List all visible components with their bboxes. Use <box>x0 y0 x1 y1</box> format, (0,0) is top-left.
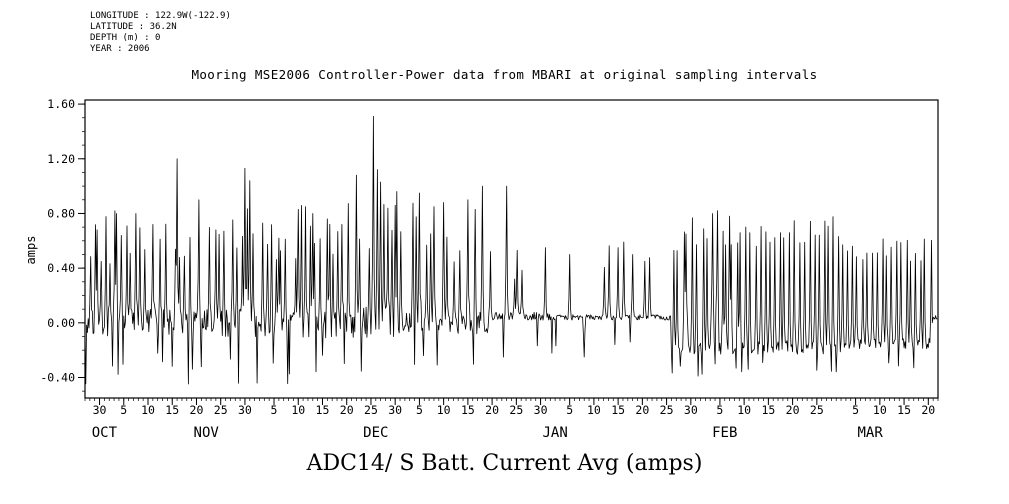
y-axis-major-ticks <box>78 103 85 378</box>
svg-text:25: 25 <box>364 403 378 417</box>
svg-text:25: 25 <box>660 403 674 417</box>
svg-text:20: 20 <box>635 403 649 417</box>
svg-text:20: 20 <box>921 403 935 417</box>
svg-text:OCT: OCT <box>92 425 118 441</box>
svg-text:30: 30 <box>93 403 107 417</box>
svg-text:FEB: FEB <box>712 425 737 441</box>
svg-text:25: 25 <box>810 403 824 417</box>
svg-text:30: 30 <box>238 403 252 417</box>
svg-text:20: 20 <box>190 403 204 417</box>
svg-text:20: 20 <box>340 403 354 417</box>
svg-text:10: 10 <box>737 403 751 417</box>
svg-text:5: 5 <box>416 403 423 417</box>
svg-text:20: 20 <box>786 403 800 417</box>
svg-text:30: 30 <box>534 403 548 417</box>
svg-text:0.40: 0.40 <box>47 261 75 275</box>
svg-text:25: 25 <box>509 403 523 417</box>
svg-text:5: 5 <box>566 403 573 417</box>
svg-text:15: 15 <box>897 403 911 417</box>
svg-text:5: 5 <box>852 403 859 417</box>
svg-text:10: 10 <box>437 403 451 417</box>
svg-text:15: 15 <box>461 403 475 417</box>
svg-text:10: 10 <box>141 403 155 417</box>
svg-text:JAN: JAN <box>542 425 567 441</box>
svg-text:MAR: MAR <box>857 425 883 441</box>
svg-text:10: 10 <box>873 403 887 417</box>
svg-text:25: 25 <box>214 403 228 417</box>
metadata-depth: DEPTH (m) : 0 <box>90 33 161 43</box>
svg-text:0.80: 0.80 <box>47 206 75 220</box>
x-month-labels: OCT NOV DEC JAN FEB MAR <box>92 425 884 441</box>
svg-text:-0.40: -0.40 <box>40 370 75 384</box>
svg-text:30: 30 <box>684 403 698 417</box>
metadata-longitude: LONGITUDE : 122.9W(-122.9) <box>90 11 231 21</box>
y-axis-title: amps <box>24 235 38 265</box>
svg-text:30: 30 <box>388 403 402 417</box>
metadata-year: YEAR : 2006 <box>90 44 150 54</box>
svg-text:5: 5 <box>120 403 127 417</box>
svg-text:DEC: DEC <box>363 425 388 441</box>
svg-text:10: 10 <box>587 403 601 417</box>
svg-text:5: 5 <box>271 403 278 417</box>
svg-text:15: 15 <box>761 403 775 417</box>
x-axis-major-ticks <box>99 398 929 405</box>
x-tick-labels: 30 5 10 15 20 25 30 5 10 15 20 25 30 5 10 15 20 25 30 5 10 15… <box>93 403 936 417</box>
chart-title-bottom: ADC14/ S Batt. Current Avg (amps) <box>306 451 703 476</box>
svg-text:15: 15 <box>316 403 330 417</box>
chart-title-top: Mooring MSE2006 Controller-Power data fr… <box>191 67 818 82</box>
metadata-block: LONGITUDE : 122.9W(-122.9) LATITUDE : 36… <box>90 11 231 55</box>
y-tick-labels: -0.40 0.00 0.40 0.80 1.20 1.60 <box>40 97 75 384</box>
svg-text:20: 20 <box>485 403 499 417</box>
series-line <box>84 116 938 385</box>
svg-text:1.20: 1.20 <box>47 152 75 166</box>
svg-text:10: 10 <box>291 403 305 417</box>
svg-text:0.00: 0.00 <box>47 316 75 330</box>
svg-text:1.60: 1.60 <box>47 97 75 111</box>
metadata-latitude: LATITUDE : 36.2N <box>90 22 177 32</box>
svg-text:15: 15 <box>165 403 179 417</box>
svg-text:15: 15 <box>611 403 625 417</box>
svg-text:NOV: NOV <box>194 425 220 441</box>
svg-text:5: 5 <box>716 403 723 417</box>
